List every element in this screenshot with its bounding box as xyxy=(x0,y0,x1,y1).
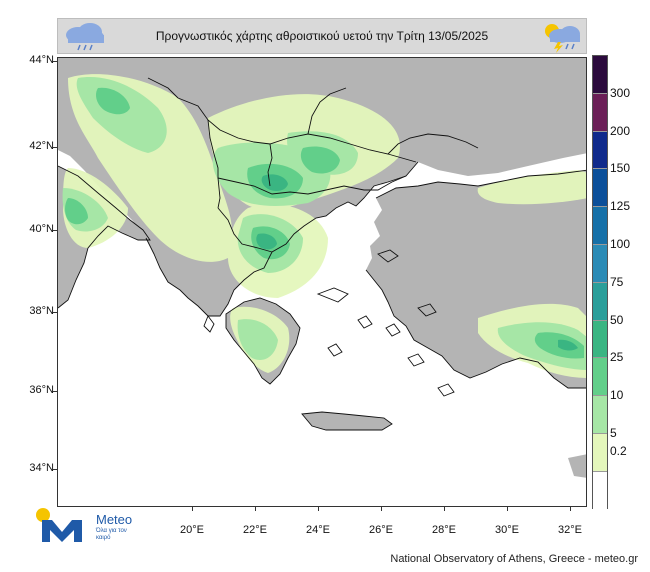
lat-label-44: 44°N xyxy=(29,54,54,66)
colorbar-label: 200 xyxy=(610,123,631,138)
colorbar-label: 50 xyxy=(610,312,624,327)
colorbar-cell xyxy=(593,56,607,94)
colorbar-cell xyxy=(593,396,607,434)
colorbar-cell xyxy=(593,282,607,321)
coastlines xyxy=(58,161,586,431)
meteo-m-icon xyxy=(42,520,82,542)
colorbar-cell xyxy=(593,358,607,397)
colorbar-cell xyxy=(593,169,607,208)
colorbar-label: 0.2 xyxy=(610,443,627,458)
colorbar-label: 5 xyxy=(610,426,617,440)
lat-tick xyxy=(53,469,57,470)
colorbar-cell xyxy=(593,207,607,245)
colorbar-label: 100 xyxy=(610,237,631,251)
colorbar-cell xyxy=(593,93,607,132)
lon-label-26: 26°E xyxy=(369,524,393,536)
lat-label-38: 38°N xyxy=(29,305,54,317)
lon-tick xyxy=(255,507,256,511)
precipitation-colorbar xyxy=(592,55,608,510)
lat-tick xyxy=(53,312,57,313)
land-cyprus xyxy=(568,454,586,478)
colorbar-label: 150 xyxy=(610,161,631,176)
lat-label-36: 36°N xyxy=(29,384,54,396)
lon-label-32: 32°E xyxy=(558,524,582,536)
thunderstorm-sun-cloud-icon xyxy=(545,24,580,53)
lat-tick xyxy=(53,147,57,148)
colorbar-label: 300 xyxy=(610,85,631,100)
colorbar-cell xyxy=(593,471,607,510)
logo-tagline: Όλα για τον καιρό xyxy=(96,528,127,541)
lon-label-20: 20°E xyxy=(180,524,204,536)
land-crete xyxy=(302,412,392,430)
logo-word: Meteo xyxy=(96,512,133,527)
lon-label-24: 24°E xyxy=(306,524,330,536)
title-bar: Προγνωστικός χάρτης αθροιστικού υετού τη… xyxy=(57,18,587,54)
country-borders xyxy=(147,77,479,253)
lat-label-40: 40°N xyxy=(29,223,54,235)
lat-label-42: 42°N xyxy=(29,140,54,152)
lat-label-34: 34°N xyxy=(29,462,54,474)
meteo-logo: Meteo Όλα για τον καιρό xyxy=(36,506,146,546)
rain-field-very-heavy xyxy=(256,174,578,351)
map-title: Προγνωστικός χάρτης αθροιστικού υετού τη… xyxy=(155,29,489,43)
colorbar-label: 75 xyxy=(610,274,624,289)
colorbar-label: 25 xyxy=(610,350,624,365)
credit-text: National Observatory of Athens, Greece -… xyxy=(390,553,638,565)
lon-label-30: 30°E xyxy=(495,524,519,536)
colorbar-cell xyxy=(593,433,607,472)
rain-cloud-icon xyxy=(66,23,104,51)
colorbar-cell xyxy=(593,244,607,283)
lon-tick xyxy=(444,507,445,511)
lon-tick xyxy=(192,507,193,511)
lon-tick xyxy=(318,507,319,511)
precipitation-map xyxy=(57,57,587,507)
lon-tick xyxy=(507,507,508,511)
lat-tick xyxy=(53,61,57,62)
colorbar-label: 125 xyxy=(610,199,631,214)
map-canvas xyxy=(58,58,586,478)
lat-tick xyxy=(53,391,57,392)
lat-tick xyxy=(53,230,57,231)
lon-label-28: 28°E xyxy=(432,524,456,536)
lon-tick xyxy=(570,507,571,511)
lon-label-22: 22°E xyxy=(243,524,267,536)
sun-logo-icon xyxy=(36,508,50,522)
colorbar-cell xyxy=(593,131,607,170)
colorbar-cell xyxy=(593,320,607,359)
colorbar-label: 10 xyxy=(610,388,624,403)
lon-tick xyxy=(381,507,382,511)
